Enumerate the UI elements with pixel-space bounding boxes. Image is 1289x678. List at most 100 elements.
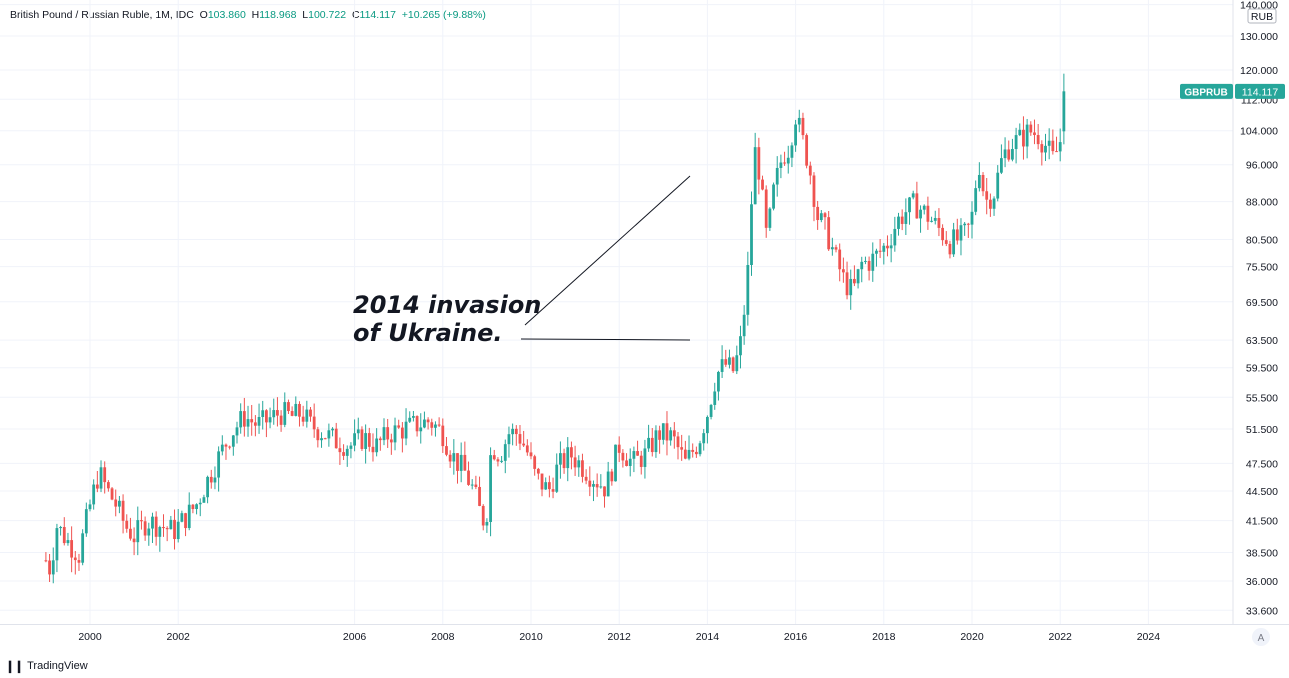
candle-body bbox=[728, 357, 731, 365]
candle-body bbox=[1051, 140, 1055, 152]
candle-body bbox=[213, 477, 217, 483]
candle-body bbox=[757, 147, 761, 180]
time-tick-label: 2016 bbox=[784, 631, 808, 643]
price-tick-label: 51.500 bbox=[1246, 424, 1278, 436]
auto-scale-button[interactable]: A bbox=[1252, 628, 1270, 646]
legend-close-label: C bbox=[351, 9, 360, 21]
candle-body bbox=[511, 428, 515, 435]
candle-body bbox=[676, 436, 680, 448]
candle-body bbox=[485, 521, 489, 526]
price-tick-label: 59.500 bbox=[1246, 363, 1278, 375]
candle-body bbox=[687, 449, 691, 459]
candle-body bbox=[231, 435, 235, 447]
price-tick-label: 41.500 bbox=[1246, 516, 1278, 528]
candle-body bbox=[202, 497, 206, 503]
candle-body bbox=[62, 527, 66, 544]
candle-body bbox=[808, 165, 812, 176]
candle-body bbox=[114, 499, 118, 507]
candle-body bbox=[220, 444, 224, 452]
time-axis[interactable]: 2000 2002 2006 2008 2010 2012 2014 2016 2018 2020… bbox=[78, 631, 1160, 643]
candle-body bbox=[456, 453, 459, 471]
candle-body bbox=[661, 423, 665, 440]
candle-body bbox=[169, 519, 173, 530]
auto-scale-label: A bbox=[1258, 633, 1265, 644]
candle-body bbox=[603, 486, 606, 497]
candle-body bbox=[977, 174, 981, 189]
candle-body bbox=[224, 444, 228, 447]
candle-body bbox=[481, 505, 485, 526]
candles bbox=[44, 73, 1066, 584]
candle-body bbox=[750, 204, 753, 266]
price-tick-label: 44.500 bbox=[1246, 486, 1278, 498]
annotation-line-upper bbox=[524, 175, 691, 326]
candle-body bbox=[970, 211, 974, 225]
candle-body bbox=[73, 557, 77, 561]
candle-body bbox=[529, 452, 533, 457]
candle-body bbox=[753, 147, 757, 205]
candle-body bbox=[720, 359, 724, 372]
candle-body bbox=[198, 502, 202, 505]
currency-badge[interactable]: RUB bbox=[1247, 8, 1277, 24]
candle-body bbox=[261, 410, 265, 417]
candle-body bbox=[768, 208, 772, 228]
candle-body bbox=[713, 391, 717, 405]
annotation-line1: 2014 invasion bbox=[353, 291, 541, 319]
candle-body bbox=[610, 471, 614, 482]
candle-body bbox=[871, 253, 875, 271]
candle-body bbox=[955, 229, 959, 241]
candle-body bbox=[342, 452, 345, 456]
candle-body bbox=[176, 521, 180, 540]
time-tick-label: 2022 bbox=[1049, 631, 1073, 643]
candle-body bbox=[338, 448, 342, 453]
price-tick-label: 75.500 bbox=[1246, 262, 1278, 274]
candle-body bbox=[779, 162, 783, 168]
candle-body bbox=[503, 444, 507, 461]
price-tick-label: 96.000 bbox=[1246, 160, 1278, 172]
candle-body bbox=[794, 124, 797, 146]
candle-body bbox=[162, 527, 165, 529]
time-tick-label: 2014 bbox=[696, 631, 720, 643]
candle-body bbox=[99, 467, 103, 489]
candle-body bbox=[106, 482, 110, 489]
price-tick-label: 55.500 bbox=[1246, 392, 1278, 404]
candle-body bbox=[864, 260, 867, 262]
legend-low-label: L bbox=[302, 9, 309, 21]
brand-logo[interactable]: ❙❙ TradingView bbox=[5, 659, 88, 673]
candle-body bbox=[301, 416, 305, 422]
candle-body bbox=[628, 458, 632, 466]
candle-body bbox=[1029, 124, 1033, 133]
candle-body bbox=[400, 427, 404, 439]
candle-body bbox=[1062, 91, 1066, 132]
candle-body bbox=[195, 504, 198, 510]
candle-body bbox=[136, 520, 140, 543]
candle-body bbox=[1025, 124, 1029, 147]
candle-body bbox=[621, 452, 625, 461]
candle-body bbox=[540, 473, 544, 490]
candle-body bbox=[445, 446, 448, 455]
candle-body bbox=[323, 438, 327, 440]
candle-body bbox=[672, 430, 676, 437]
candle-body bbox=[81, 533, 85, 563]
candle-body bbox=[463, 454, 467, 471]
legend-low: 100.722 bbox=[308, 9, 347, 21]
candle-body bbox=[371, 446, 375, 453]
candle-body bbox=[647, 437, 650, 449]
candle-body bbox=[1007, 149, 1011, 160]
candle-body bbox=[867, 260, 871, 271]
legend-symbol: British Pound / Russian Ruble, 1M, IDC bbox=[10, 9, 194, 21]
candle-body bbox=[559, 453, 562, 465]
candle-body bbox=[129, 528, 132, 539]
candle-body bbox=[625, 460, 628, 466]
candle-body bbox=[1047, 140, 1051, 146]
candle-body bbox=[415, 416, 419, 432]
candle-body bbox=[434, 424, 437, 428]
candle-body bbox=[375, 438, 379, 453]
candle-body bbox=[963, 223, 967, 226]
candle-body bbox=[125, 520, 129, 529]
candle-body bbox=[48, 560, 51, 575]
candle-body bbox=[639, 455, 643, 467]
candle-body bbox=[312, 416, 316, 430]
candle-body bbox=[746, 265, 750, 315]
candle-body bbox=[467, 470, 470, 485]
